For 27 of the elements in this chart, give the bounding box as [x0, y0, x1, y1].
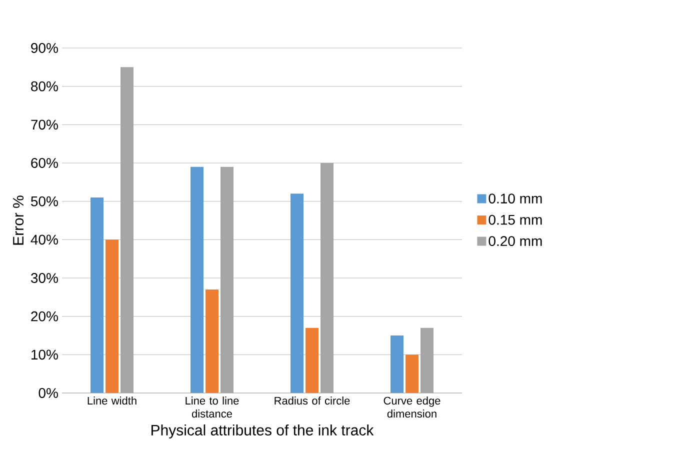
bar [90, 197, 104, 393]
bar [190, 166, 204, 393]
y-tick-label: 30% [30, 273, 58, 283]
y-tick-label: 90% [31, 43, 58, 53]
legend-label: 0.20 mm [488, 236, 542, 246]
bar [206, 289, 218, 393]
y-tick-label: 50% [31, 196, 58, 206]
y-tick-label: 70% [31, 120, 58, 130]
x-tick-label: Line to line distance [186, 396, 239, 418]
x-tick-label: Curve edge dimension [384, 396, 440, 418]
x-tick-label: Line width [88, 396, 136, 405]
y-tick-label: 80% [31, 81, 58, 92]
x-axis-title: Physical attributes of the ink track [152, 424, 374, 438]
legend-label: 0.15 mm [488, 214, 542, 225]
bar [390, 336, 404, 393]
y-axis-title: Error % [13, 196, 24, 245]
bar [406, 354, 419, 393]
y-tick-label: 20% [31, 311, 58, 322]
legend-label: 0.10 mm [488, 194, 542, 204]
y-tick-label: 40% [30, 234, 58, 245]
bar [290, 194, 304, 393]
y-tick-label: 60% [31, 158, 58, 168]
y-tick-label: 10% [32, 350, 58, 360]
x-tick-label: Radius of circle [274, 396, 350, 405]
bar [306, 328, 319, 393]
y-tick-label: 0% [38, 388, 58, 398]
bar [106, 240, 119, 393]
